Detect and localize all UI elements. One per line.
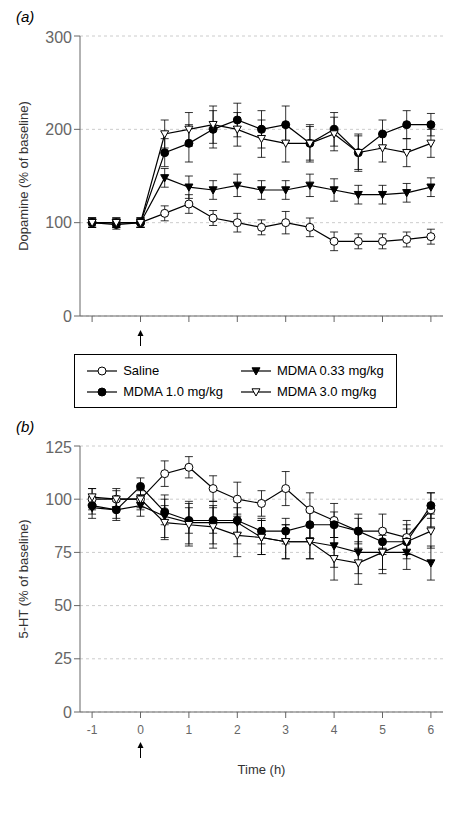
- svg-text:0: 0: [63, 308, 72, 325]
- svg-text:3: 3: [282, 723, 289, 737]
- svg-text:25: 25: [54, 650, 72, 667]
- svg-text:6: 6: [428, 723, 435, 737]
- svg-text:300: 300: [45, 29, 72, 46]
- svg-text:Time (h): Time (h): [238, 762, 286, 777]
- svg-text:100: 100: [45, 491, 72, 508]
- svg-text:4: 4: [331, 723, 338, 737]
- svg-text:0: 0: [137, 723, 144, 737]
- html-text:MDMA 0.33 mg/kg: MDMA 0.33 mg/kg: [276, 363, 384, 378]
- svg-text:5: 5: [379, 723, 386, 737]
- svg-text:50: 50: [54, 597, 72, 614]
- html-text:MDMA 3.0 mg/kg: MDMA 3.0 mg/kg: [276, 384, 377, 399]
- svg-text:1: 1: [186, 723, 193, 737]
- svg-text:Dopamine (% of baseline): Dopamine (% of baseline): [16, 101, 31, 251]
- svg-text:75: 75: [54, 544, 72, 561]
- html-text:Saline: Saline: [123, 363, 160, 378]
- svg-text:0: 0: [63, 704, 72, 721]
- html-text:(a): (a): [16, 8, 35, 25]
- svg-text:2: 2: [234, 723, 241, 737]
- svg-text:200: 200: [45, 121, 72, 138]
- svg-text:100: 100: [45, 214, 72, 231]
- html-text:(b): (b): [16, 418, 35, 435]
- svg-text:5-HT (% of baseline): 5-HT (% of baseline): [16, 520, 31, 639]
- svg-text:-1: -1: [87, 723, 98, 737]
- html-text:MDMA 1.0 mg/kg: MDMA 1.0 mg/kg: [123, 384, 223, 399]
- svg-text:125: 125: [45, 439, 72, 456]
